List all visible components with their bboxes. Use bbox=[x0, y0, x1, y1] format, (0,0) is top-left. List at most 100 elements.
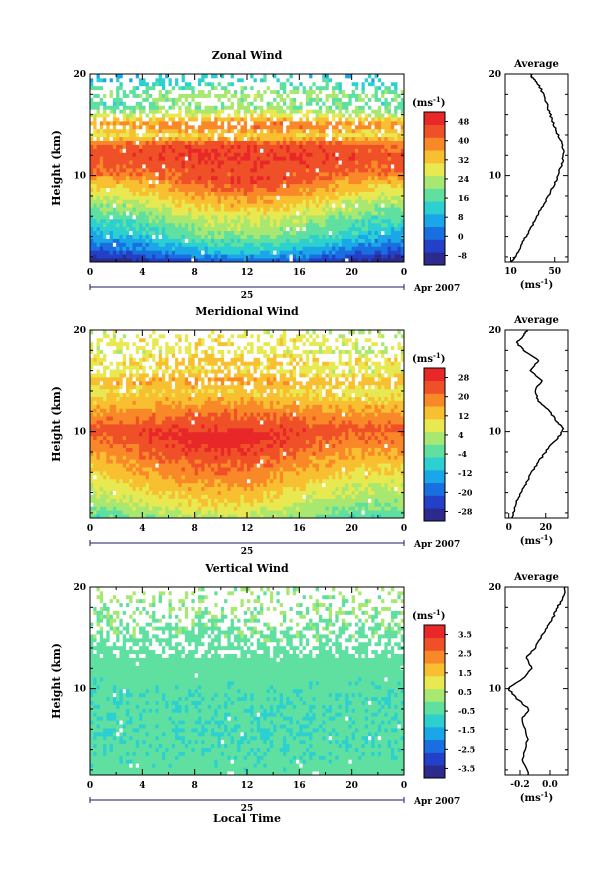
colorbar-swatch bbox=[424, 714, 445, 728]
colorbar-swatch bbox=[424, 419, 445, 433]
average-x-tick-label: 20 bbox=[539, 523, 552, 533]
average-y-tick-label: 20 bbox=[488, 583, 501, 593]
average-title: Average bbox=[513, 315, 559, 326]
average-title: Average bbox=[513, 572, 559, 583]
date-label: 25 bbox=[241, 804, 254, 814]
colorbar-tick-label: 2.5 bbox=[458, 649, 472, 659]
colorbar-unit: (ms-1) bbox=[412, 608, 445, 622]
x-tick-label: 0 bbox=[401, 524, 407, 534]
colorbar-swatch bbox=[424, 406, 445, 420]
colorbar-tick-label: -28 bbox=[458, 506, 473, 516]
panel-2: Meridional Wind 0 4 8 12 16 20 0 10 20 Height (km)… bbox=[50, 305, 569, 557]
colorbar-tick-label: 24 bbox=[458, 174, 470, 184]
colorbar-tick-label: -3.5 bbox=[458, 763, 475, 773]
unit-sup: -1 bbox=[433, 95, 441, 104]
colorbar-tick-label: 0.5 bbox=[458, 687, 472, 697]
x-tick-label: 12 bbox=[241, 524, 254, 534]
colorbar-swatch bbox=[424, 124, 445, 138]
x-tick-label: 4 bbox=[139, 268, 145, 278]
colorbar-tick-label: 12 bbox=[458, 411, 469, 421]
colorbar-tick-label: 8 bbox=[458, 212, 464, 222]
heatmap bbox=[90, 74, 405, 263]
unit-text: (ms bbox=[412, 98, 433, 109]
colorbar-swatch bbox=[424, 625, 445, 639]
unit-close: ) bbox=[549, 280, 554, 291]
colorbar-tick-label: 16 bbox=[458, 193, 470, 203]
month-label: Apr 2007 bbox=[413, 797, 460, 807]
x-tick-label: 0 bbox=[401, 781, 407, 791]
x-tick-label: 8 bbox=[192, 781, 198, 791]
y-tick-label: 20 bbox=[73, 583, 86, 593]
unit-sup: -1 bbox=[541, 533, 549, 542]
average-profile-line bbox=[511, 329, 565, 519]
colorbar-swatch bbox=[424, 495, 445, 509]
colorbar-swatch bbox=[424, 137, 445, 151]
colorbar-tick-label: 20 bbox=[458, 392, 470, 402]
heatmap bbox=[90, 587, 405, 776]
colorbar-swatch bbox=[424, 676, 445, 690]
average-x-tick-label: 0.0 bbox=[542, 780, 558, 790]
unit-close: ) bbox=[441, 611, 446, 622]
colorbar-tick-label: -20 bbox=[458, 487, 473, 497]
colorbar-swatch bbox=[424, 252, 445, 266]
colorbar-swatch bbox=[424, 163, 445, 177]
x-tick-label: 16 bbox=[293, 781, 306, 791]
colorbar-tick-label: 3.5 bbox=[458, 630, 472, 640]
average-frame bbox=[504, 586, 569, 776]
colorbar-swatch bbox=[424, 393, 445, 407]
unit-sup: -1 bbox=[541, 790, 549, 799]
x-tick-label: 4 bbox=[139, 781, 145, 791]
x-tick-label: 8 bbox=[192, 524, 198, 534]
average-y-tick-label: 10 bbox=[488, 685, 501, 695]
unit-text: (ms bbox=[520, 280, 541, 291]
average-unit: (ms-1) bbox=[520, 790, 553, 804]
colorbar-tick-label: 40 bbox=[458, 136, 470, 146]
x-tick-label: 16 bbox=[293, 268, 306, 278]
unit-close: ) bbox=[549, 536, 554, 547]
average-profile-line bbox=[507, 586, 566, 776]
average-x-tick-label: 0 bbox=[506, 523, 512, 533]
colorbar-swatch bbox=[424, 637, 445, 651]
x-tick-label: 4 bbox=[139, 524, 145, 534]
unit-text: (ms bbox=[412, 354, 433, 365]
colorbar-swatch bbox=[424, 508, 445, 522]
unit-close: ) bbox=[441, 98, 446, 109]
unit-sup: -1 bbox=[541, 277, 549, 286]
colorbar-tick-label: 48 bbox=[458, 117, 470, 127]
unit-sup: -1 bbox=[433, 351, 441, 360]
colorbar-tick-label: 1.5 bbox=[458, 668, 472, 678]
unit-text: (ms bbox=[520, 536, 541, 547]
colorbar-swatch bbox=[424, 739, 445, 753]
colorbar-frame bbox=[423, 111, 446, 266]
average-y-tick-label: 20 bbox=[488, 326, 501, 336]
colorbar-tick-label: -12 bbox=[458, 468, 472, 478]
date-label: 25 bbox=[241, 291, 254, 301]
x-tick-label: 0 bbox=[401, 268, 407, 278]
colorbar-tick-label: -2.5 bbox=[458, 744, 475, 754]
colorbar-tick-label: 28 bbox=[458, 373, 470, 383]
plot-title: Meridional Wind bbox=[195, 305, 299, 318]
y-tick-label: 10 bbox=[73, 172, 86, 182]
x-tick-label: 0 bbox=[87, 268, 93, 278]
colorbar-swatch bbox=[424, 380, 445, 394]
colorbar: (ms-1) 28 20 12 4 -4 -12 -20 -28 bbox=[412, 351, 473, 522]
x-tick-label: 20 bbox=[345, 781, 358, 791]
colorbar-swatch bbox=[424, 470, 445, 484]
x-tick-label: 0 bbox=[87, 781, 93, 791]
colorbar: (ms-1) 48 40 32 24 16 8 0 -8 bbox=[412, 95, 470, 266]
y-tick-label: 10 bbox=[73, 428, 86, 438]
unit-close: ) bbox=[549, 793, 554, 804]
x-tick-label: 0 bbox=[87, 524, 93, 534]
colorbar-swatch bbox=[424, 201, 445, 215]
average-unit: (ms-1) bbox=[520, 277, 553, 291]
colorbar: (ms-1) 3.5 2.5 1.5 0.5 -0.5 -1.5 -2.5 -3.5 bbox=[412, 608, 475, 779]
average-x-tick-label: 10 bbox=[504, 267, 517, 277]
colorbar-unit: (ms-1) bbox=[412, 95, 445, 109]
average-title: Average bbox=[513, 59, 559, 70]
unit-text: (ms bbox=[412, 611, 433, 622]
colorbar-swatch bbox=[424, 765, 445, 779]
